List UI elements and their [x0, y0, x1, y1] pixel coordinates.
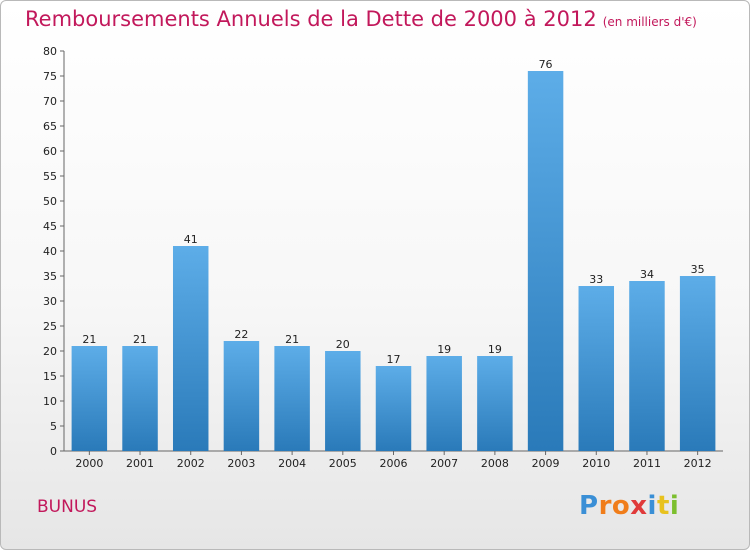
proxiti-logo: Proxiti: [579, 491, 679, 521]
bar: [172, 246, 209, 451]
y-tick-label: 10: [43, 395, 57, 408]
bar: [527, 71, 564, 451]
x-tick-label: 2006: [380, 457, 408, 470]
x-tick-label: 2008: [481, 457, 509, 470]
bar-value-label: 21: [133, 333, 147, 346]
y-tick-label: 60: [43, 145, 57, 158]
bar: [426, 356, 462, 451]
x-tick-label: 2002: [177, 457, 205, 470]
y-tick-label: 15: [43, 370, 57, 383]
bar-value-label: 22: [234, 328, 248, 341]
y-tick-label: 5: [50, 420, 57, 433]
y-tick-label: 25: [43, 320, 57, 333]
y-tick-label: 55: [43, 170, 57, 183]
x-tick-label: 2001: [126, 457, 154, 470]
y-tick-label: 35: [43, 270, 57, 283]
y-tick-label: 70: [43, 95, 57, 108]
bar-value-label: 19: [488, 343, 502, 356]
bar: [477, 356, 513, 451]
logo-letter: o: [611, 491, 631, 521]
chart-subtitle: (en milliers d'€): [602, 15, 697, 29]
logo-letter: i: [647, 491, 657, 521]
x-tick-label: 2003: [227, 457, 255, 470]
x-axis: 2000 2001 2002 2003 2004 2005 2006 2007 2008 2009…: [75, 451, 712, 470]
x-tick-label: 2011: [633, 457, 661, 470]
bar-value-label: 76: [539, 58, 553, 71]
bar-value-label: 21: [285, 333, 299, 346]
bar: [629, 281, 665, 451]
bar-value-label: 41: [184, 233, 198, 246]
bar: [223, 341, 260, 451]
commune-name: BUNUS: [37, 497, 98, 517]
y-tick-label: 30: [43, 295, 57, 308]
bar: [122, 346, 158, 451]
y-axis: 0 5 10 15 20 25 30 35 40 45 50 55 60 65 70 75 80: [43, 45, 723, 458]
y-tick-label: 50: [43, 195, 57, 208]
bar: [375, 366, 412, 451]
y-tick-label: 20: [43, 345, 57, 358]
logo-letter: x: [630, 491, 648, 521]
bar-value-label: 20: [336, 338, 350, 351]
y-tick-label: 65: [43, 120, 57, 133]
bar: [578, 286, 615, 451]
bar-value-label: 21: [82, 333, 96, 346]
y-tick-label: 45: [43, 220, 57, 233]
y-tick-label: 0: [50, 445, 57, 458]
y-tick-label: 40: [43, 245, 57, 258]
y-tick-label: 80: [43, 45, 57, 58]
x-tick-label: 2005: [329, 457, 357, 470]
bar-value-label: 17: [387, 353, 401, 366]
chart-title: Remboursements Annuels de la Dette de 20…: [25, 7, 697, 31]
bar: [71, 346, 108, 451]
bar-value-label: 35: [691, 263, 705, 276]
x-tick-label: 2000: [75, 457, 103, 470]
bars-group: 21 21 41 22 21 20 17 19 19 76 33 34 35: [71, 58, 716, 451]
logo-letter: r: [598, 491, 612, 521]
bar-value-label: 34: [640, 268, 654, 281]
x-tick-label: 2009: [532, 457, 560, 470]
bar: [325, 351, 361, 451]
x-tick-label: 2012: [684, 457, 712, 470]
bar: [679, 276, 716, 451]
bar-value-label: 19: [437, 343, 451, 356]
x-tick-label: 2004: [278, 457, 306, 470]
bar: [274, 346, 310, 451]
chart-title-text: Remboursements Annuels de la Dette de 20…: [25, 7, 597, 31]
logo-letter: t: [656, 491, 670, 521]
y-tick-label: 75: [43, 70, 57, 83]
x-tick-label: 2010: [582, 457, 610, 470]
logo-letter: i: [669, 491, 680, 521]
x-tick-label: 2007: [430, 457, 458, 470]
bar-value-label: 33: [589, 273, 603, 286]
logo-letter: P: [579, 491, 599, 521]
